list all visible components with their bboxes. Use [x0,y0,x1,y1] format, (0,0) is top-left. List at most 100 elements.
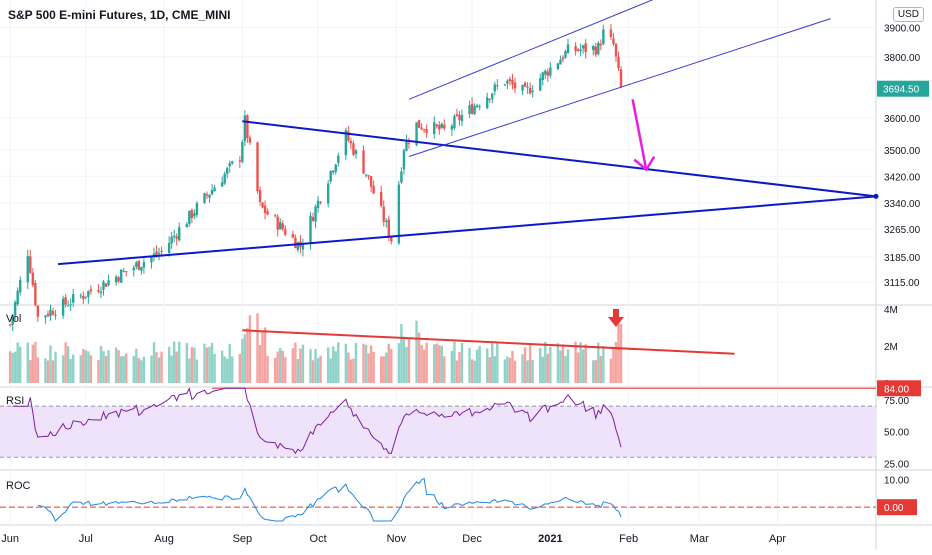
volume-bar [51,360,55,383]
volume-bar [170,355,173,383]
candle-body [89,289,93,292]
channel-lower-line [408,18,831,158]
candle-body [193,213,196,217]
candle-body [132,267,135,271]
candle-body [400,171,403,183]
volume-bar [506,356,509,383]
volume-bar [450,350,454,383]
volume-bar [178,341,181,383]
projection-arrow-shaft [631,99,648,170]
currency-badge[interactable]: USD [892,7,924,22]
volume-bar [301,344,305,383]
candle-body [559,59,562,65]
volume-bar [36,357,40,383]
volume-bar [155,352,158,383]
rsi-tick-label: 25.00 [884,460,909,471]
candle-body [61,298,65,316]
candle-body [349,140,353,144]
volume-bar [329,358,332,383]
volume-bar [152,342,156,383]
candle-body [475,105,479,108]
volume-bar [546,353,550,383]
volume-bar [258,345,262,383]
volume-bar [140,360,143,383]
candle-body [332,170,335,173]
candle-body [619,69,623,88]
volume-bar [475,349,479,383]
price-tick-label: 3600.00 [884,114,921,125]
volume-bar [13,351,17,383]
volume-bar [468,348,471,383]
candle-body [220,182,224,187]
candle-body [226,168,229,174]
candle-body [122,270,125,272]
candle-body [241,141,244,163]
volume-bar [226,358,229,383]
projection-arrow-head [633,155,656,172]
volume-bar [597,342,600,383]
candle-body [294,237,297,249]
volume-bar [400,324,403,383]
candle-body [157,253,161,255]
candle-body [491,93,494,99]
candle-body [379,192,383,206]
volume-bar [364,344,368,383]
candle-body [319,201,322,203]
volume-bar [208,346,211,383]
volume-bar [549,346,552,383]
rsi-level-box [877,380,921,397]
candle-body [99,291,103,294]
candle-body [248,137,252,143]
candle-body [549,67,552,76]
candle-body [137,260,141,270]
candle-body [125,271,128,273]
volume-bar [107,350,110,383]
volume-bar [294,342,297,383]
time-tick-label: Sep [233,533,253,545]
volume-bar [157,357,161,383]
candle-body [167,242,171,253]
volume-bar [521,354,524,383]
volume-bar [44,358,47,383]
volume-bar [72,354,75,383]
volume-bar [574,341,577,383]
volume-bar [435,343,438,383]
price-tick-label: 3265.00 [884,225,921,236]
roc-zero-box [877,499,917,516]
candle-body [311,216,315,222]
candle-body [511,79,514,85]
volume-bar [16,342,19,383]
candle-body [334,164,337,172]
candle-body [266,211,269,215]
volume-bar [382,356,385,383]
candle-body [72,294,75,303]
volume-bar [64,342,67,383]
volume-bar [609,358,613,383]
candle-body [66,305,70,307]
volume-bar [566,349,570,383]
volume-bar [402,336,406,383]
drawing-layer[interactable] [57,0,879,266]
volume-bar [493,356,497,383]
volume-bar [263,327,267,383]
time-tick-label: Feb [619,533,638,545]
candle-body [49,309,52,317]
candle-body [16,290,19,305]
volume-bar [160,351,163,383]
volume-bar [135,348,138,383]
volume-bar [443,356,446,383]
candle-body [513,82,517,89]
candle-body [150,256,153,263]
volume-bar [488,357,491,383]
volume-bar [334,351,337,383]
candle-body [208,194,211,198]
candle-body [231,161,234,164]
volume-bar [66,346,70,383]
candle-body [276,216,279,230]
volume-bar [511,350,514,383]
candle-body [337,155,340,164]
candle-body [574,46,577,52]
volume-bar [614,342,618,383]
